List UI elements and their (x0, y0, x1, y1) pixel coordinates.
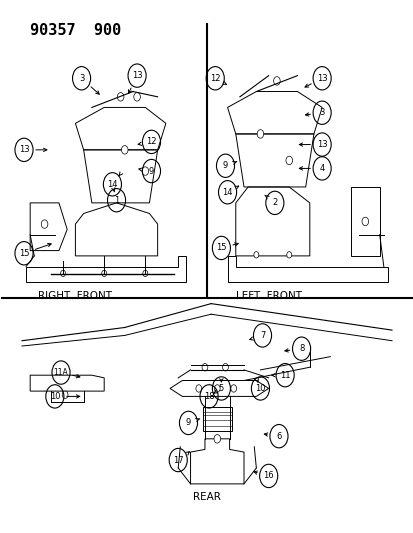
Circle shape (41, 220, 48, 228)
Circle shape (202, 364, 207, 371)
Text: 10: 10 (254, 384, 265, 393)
Text: 9: 9 (222, 161, 228, 170)
Text: 7: 7 (259, 331, 265, 340)
Text: 18: 18 (203, 392, 214, 401)
Circle shape (60, 270, 65, 277)
Text: REAR: REAR (192, 492, 221, 503)
Circle shape (361, 217, 368, 225)
Text: 1: 1 (114, 196, 119, 205)
Text: 11: 11 (279, 370, 290, 379)
Circle shape (253, 252, 258, 258)
Circle shape (214, 385, 220, 392)
Text: 15: 15 (19, 249, 29, 258)
Text: 2: 2 (272, 198, 277, 207)
Text: 13: 13 (131, 71, 142, 80)
Text: 13: 13 (19, 146, 29, 155)
Text: 3: 3 (319, 108, 324, 117)
Circle shape (117, 93, 123, 101)
Text: 9: 9 (185, 418, 191, 427)
Circle shape (62, 391, 68, 399)
Text: 5: 5 (218, 384, 223, 393)
Text: 12: 12 (146, 138, 157, 147)
Text: 15: 15 (216, 244, 226, 253)
Circle shape (195, 385, 201, 392)
Text: 11A: 11A (54, 368, 68, 377)
Text: 13: 13 (316, 74, 327, 83)
Text: 90357  900: 90357 900 (30, 22, 121, 38)
Text: 3: 3 (79, 74, 84, 83)
Circle shape (230, 385, 236, 392)
Circle shape (142, 270, 147, 277)
Text: 8: 8 (298, 344, 304, 353)
Circle shape (214, 434, 220, 443)
Text: 4: 4 (319, 164, 324, 173)
Text: 12: 12 (209, 74, 220, 83)
Circle shape (222, 364, 228, 371)
Text: 14: 14 (107, 180, 117, 189)
Circle shape (273, 77, 280, 85)
Text: 13: 13 (316, 140, 327, 149)
Circle shape (133, 93, 140, 101)
Circle shape (256, 130, 263, 138)
Circle shape (142, 167, 148, 175)
Text: 9: 9 (149, 166, 154, 175)
Circle shape (286, 252, 291, 258)
Text: 17: 17 (173, 456, 183, 465)
Text: RIGHT  FRONT: RIGHT FRONT (38, 291, 112, 301)
Circle shape (285, 156, 292, 165)
Text: 10: 10 (50, 392, 60, 401)
Circle shape (121, 146, 128, 154)
Text: 14: 14 (222, 188, 232, 197)
Circle shape (102, 270, 107, 277)
Text: LEFT  FRONT: LEFT FRONT (235, 291, 301, 301)
Text: 6: 6 (275, 432, 281, 441)
Text: 16: 16 (263, 471, 273, 480)
